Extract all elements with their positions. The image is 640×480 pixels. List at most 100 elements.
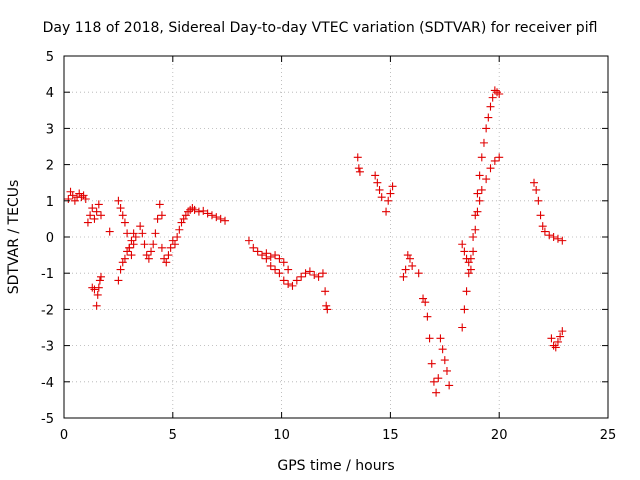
data-point — [140, 240, 149, 249]
data-point — [149, 240, 158, 249]
data-point — [177, 218, 186, 227]
data-point — [138, 229, 147, 238]
data-point — [403, 251, 412, 260]
data-point — [162, 258, 171, 267]
data-point — [305, 267, 314, 276]
series-arc-14 — [382, 182, 397, 216]
data-point — [475, 196, 484, 205]
data-point — [490, 86, 499, 95]
data-point — [275, 269, 284, 278]
data-point — [547, 334, 556, 343]
data-point — [462, 254, 471, 263]
y-tick-label: -4 — [41, 376, 54, 391]
data-point — [553, 234, 562, 243]
data-point — [549, 233, 558, 241]
data-point — [194, 207, 203, 216]
data-point — [423, 312, 432, 321]
data-point — [386, 189, 395, 198]
data-point — [92, 207, 101, 216]
data-point — [271, 251, 280, 260]
data-point — [190, 205, 199, 214]
data-point — [203, 209, 212, 218]
series-arc-17 — [436, 334, 454, 390]
data-point — [175, 225, 184, 234]
data-point — [144, 254, 153, 263]
series-arc-21 — [547, 327, 567, 352]
data-point — [493, 88, 502, 97]
series-arc-15 — [399, 251, 423, 281]
data-point — [382, 207, 391, 216]
data-point — [188, 204, 197, 213]
data-point — [129, 240, 138, 249]
x-tick-label: 15 — [382, 428, 399, 443]
data-point — [473, 207, 482, 216]
data-point — [495, 153, 504, 162]
data-point — [155, 200, 164, 209]
y-tick-label: 5 — [46, 50, 54, 65]
data-point — [301, 269, 310, 278]
data-point — [92, 301, 101, 310]
data-point — [212, 213, 221, 222]
data-point — [384, 196, 393, 205]
data-point — [479, 138, 488, 147]
x-tick-label: 0 — [60, 428, 68, 443]
data-point — [438, 345, 447, 354]
data-point — [95, 276, 104, 285]
data-point — [458, 240, 467, 249]
data-points — [64, 86, 567, 397]
data-point — [157, 211, 166, 220]
y-axis-ticks: -5 -4 -3 -2 -1 0 1 2 3 4 5 — [41, 50, 608, 427]
data-point — [127, 251, 136, 260]
data-point — [120, 218, 129, 227]
data-point — [401, 265, 410, 274]
data-point — [371, 171, 380, 180]
data-point — [427, 359, 436, 368]
x-axis-ticks: 0 5 10 15 20 25 — [60, 56, 616, 443]
y-axis-title: SDTVAR / TECUs — [6, 180, 22, 295]
y-tick-label: -5 — [41, 412, 54, 427]
x-axis-title: GPS time / hours — [277, 458, 394, 474]
y-tick-label: -2 — [41, 303, 54, 318]
data-point — [536, 211, 545, 220]
data-point — [160, 254, 169, 263]
data-point — [279, 276, 288, 285]
data-point — [545, 231, 554, 240]
data-point — [553, 337, 562, 346]
data-point — [123, 247, 132, 256]
data-point — [460, 247, 469, 256]
data-point — [118, 211, 127, 220]
data-point — [321, 287, 330, 296]
x-tick-label: 20 — [491, 428, 508, 443]
data-point — [118, 258, 127, 267]
data-point — [93, 290, 102, 299]
data-point — [266, 261, 275, 270]
data-point — [458, 323, 467, 332]
data-point — [266, 252, 275, 261]
data-point — [88, 204, 97, 213]
data-point — [469, 233, 478, 241]
data-point — [168, 236, 177, 245]
data-point — [81, 194, 90, 203]
data-point — [77, 193, 86, 202]
data-point — [538, 222, 547, 231]
data-point — [322, 301, 331, 310]
data-point — [216, 214, 225, 223]
y-tick-label: 1 — [46, 195, 54, 210]
data-point — [70, 196, 79, 205]
data-point — [90, 214, 99, 223]
x-tick-label: 10 — [273, 428, 290, 443]
data-point — [284, 265, 293, 274]
data-point — [373, 178, 382, 187]
data-point — [262, 249, 271, 258]
series-arc-02 — [83, 200, 105, 227]
series-arc-11 — [321, 287, 332, 314]
data-point — [314, 272, 323, 281]
data-point — [114, 276, 123, 285]
data-point — [181, 211, 190, 220]
data-point — [221, 216, 230, 225]
data-point — [292, 276, 301, 285]
grid — [64, 56, 608, 418]
data-point — [166, 243, 175, 252]
data-point — [425, 334, 434, 343]
data-point — [464, 258, 473, 267]
